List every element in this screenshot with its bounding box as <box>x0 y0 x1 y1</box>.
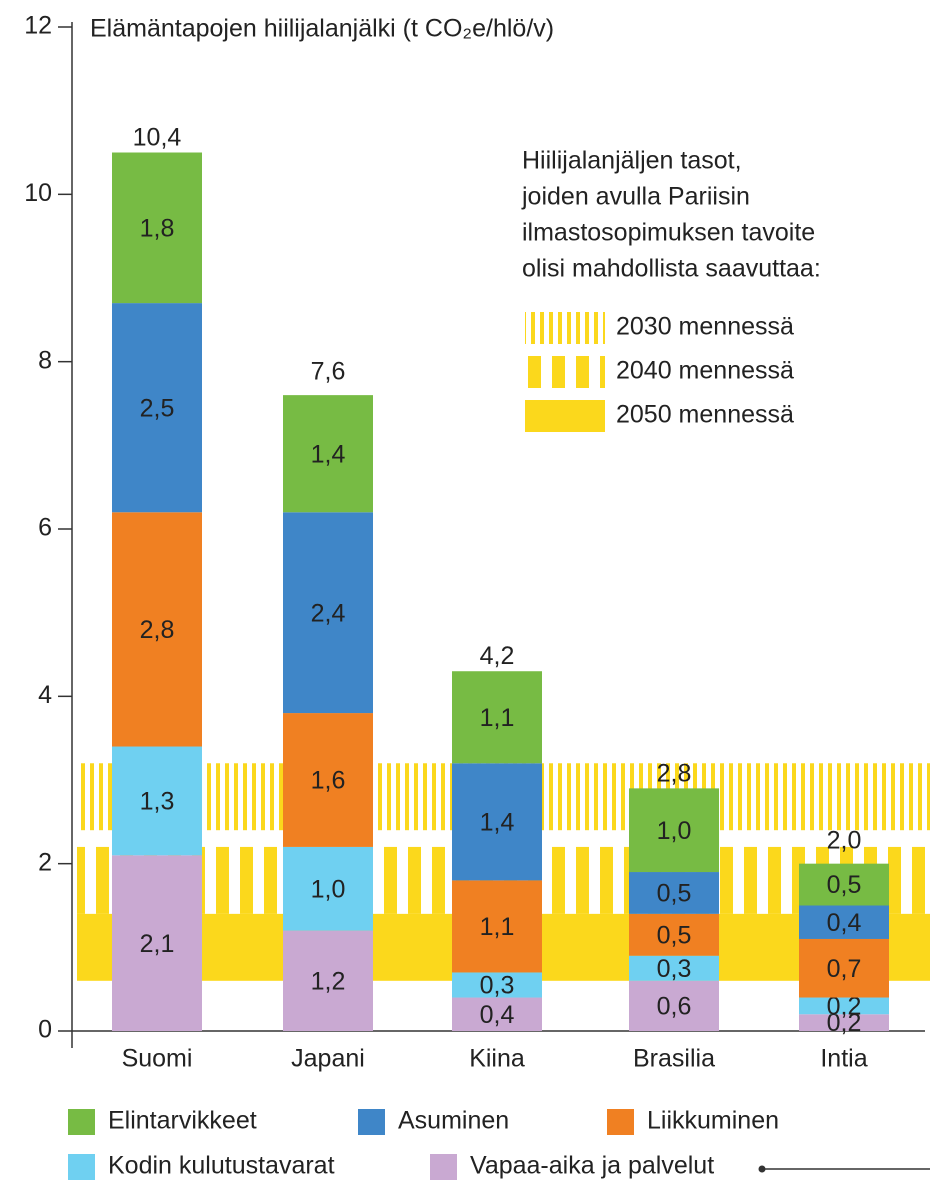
value-label: 1,0 <box>311 875 346 903</box>
legend-label: Liikkuminen <box>647 1107 779 1135</box>
bar-segment <box>283 713 373 847</box>
total-label: 2,8 <box>657 759 692 787</box>
bar-segment <box>452 997 542 1031</box>
legend-swatch <box>607 1109 634 1135</box>
y-tick-label: 6 <box>38 514 52 542</box>
bar-segment <box>799 863 889 906</box>
total-label: 7,6 <box>311 358 346 386</box>
bar-segment <box>112 746 202 856</box>
legend-label: Elintarvikkeet <box>108 1107 257 1135</box>
bar-segment <box>452 763 542 881</box>
y-tick-label: 2 <box>38 848 52 876</box>
bar-segment <box>799 997 889 1015</box>
bar-segment <box>112 512 202 747</box>
target-legend-label: 2050 mennessä <box>616 401 794 429</box>
x-tick-label: Brasilia <box>633 1045 715 1073</box>
value-label: 0,6 <box>657 993 692 1021</box>
value-label: 0,7 <box>827 955 862 983</box>
bar-segment <box>112 152 202 304</box>
x-tick-label: Suomi <box>122 1045 193 1073</box>
value-label: 1,4 <box>311 440 346 468</box>
target-legend-swatch <box>525 312 605 344</box>
bar-segment <box>799 1014 889 1031</box>
y-tick-label: 0 <box>38 1016 52 1044</box>
y-tick-label: 4 <box>38 681 52 709</box>
value-label: 0,5 <box>657 921 692 949</box>
bar-segment <box>629 788 719 873</box>
value-label: 0,4 <box>827 909 862 937</box>
legend-label: Asuminen <box>398 1107 509 1135</box>
total-label: 10,4 <box>133 123 182 151</box>
value-label: 0,5 <box>827 871 862 899</box>
value-label: 2,8 <box>140 616 175 644</box>
value-label: 0,5 <box>657 880 692 908</box>
bar-segment <box>799 938 889 998</box>
bar-segment <box>112 855 202 1031</box>
bar-segment <box>283 846 373 931</box>
target-note: Hiilijalanjäljen tasot, <box>522 147 742 175</box>
legend-label: Kodin kulutustavarat <box>108 1152 335 1180</box>
target-legend-label: 2040 mennessä <box>616 357 794 385</box>
legend-swatch <box>68 1109 95 1135</box>
value-label: 2,4 <box>311 599 346 627</box>
target-note: olisi mahdollista saavuttaa: <box>522 255 821 283</box>
target-legend-label: 2030 mennessä <box>616 313 794 341</box>
bar-segment <box>452 671 542 764</box>
legend-swatch <box>68 1154 95 1180</box>
bar-segment <box>452 972 542 998</box>
value-label: 0,3 <box>480 972 515 1000</box>
value-label: 1,1 <box>480 704 515 732</box>
bar-segment <box>283 395 373 513</box>
bar-segment <box>452 880 542 973</box>
total-label: 2,0 <box>827 826 862 854</box>
y-tick-label: 8 <box>38 346 52 374</box>
total-label: 4,2 <box>480 642 515 670</box>
chart-title: Elämäntapojen hiilijalanjälki (t CO₂e/hl… <box>90 15 554 43</box>
target-note: ilmastosopimuksen tavoite <box>522 219 815 247</box>
bar-segment <box>629 913 719 956</box>
value-label: 2,1 <box>140 930 175 958</box>
value-label: 1,6 <box>311 767 346 795</box>
x-tick-label: Intia <box>820 1045 867 1073</box>
x-tick-label: Kiina <box>469 1045 525 1073</box>
value-label: 1,2 <box>311 967 346 995</box>
bar-segment <box>629 955 719 981</box>
y-tick-label: 10 <box>24 179 52 207</box>
target-note: joiden avulla Pariisin <box>521 183 750 211</box>
value-label: 1,3 <box>140 788 175 816</box>
value-label: 0,3 <box>657 955 692 983</box>
target-legend-swatch <box>525 400 605 432</box>
x-tick-label: Japani <box>291 1045 365 1073</box>
legend-swatch <box>358 1109 385 1135</box>
value-label: 1,8 <box>140 214 175 242</box>
legend-swatch <box>430 1154 457 1180</box>
bar-segment <box>799 905 889 939</box>
legend-label: Vapaa-aika ja palvelut <box>470 1152 714 1180</box>
bar-segment <box>283 512 373 714</box>
value-label: 2,5 <box>140 394 175 422</box>
bar-segment <box>629 872 719 914</box>
value-label: 1,4 <box>480 808 515 836</box>
bar-segment <box>112 303 202 513</box>
bar-segment <box>283 930 373 1031</box>
value-label: 0,4 <box>480 1001 515 1029</box>
target-legend-swatch <box>525 356 605 388</box>
y-tick-label: 12 <box>24 12 52 40</box>
value-label: 1,0 <box>657 817 692 845</box>
value-label: 1,1 <box>480 913 515 941</box>
bar-segment <box>629 980 719 1031</box>
